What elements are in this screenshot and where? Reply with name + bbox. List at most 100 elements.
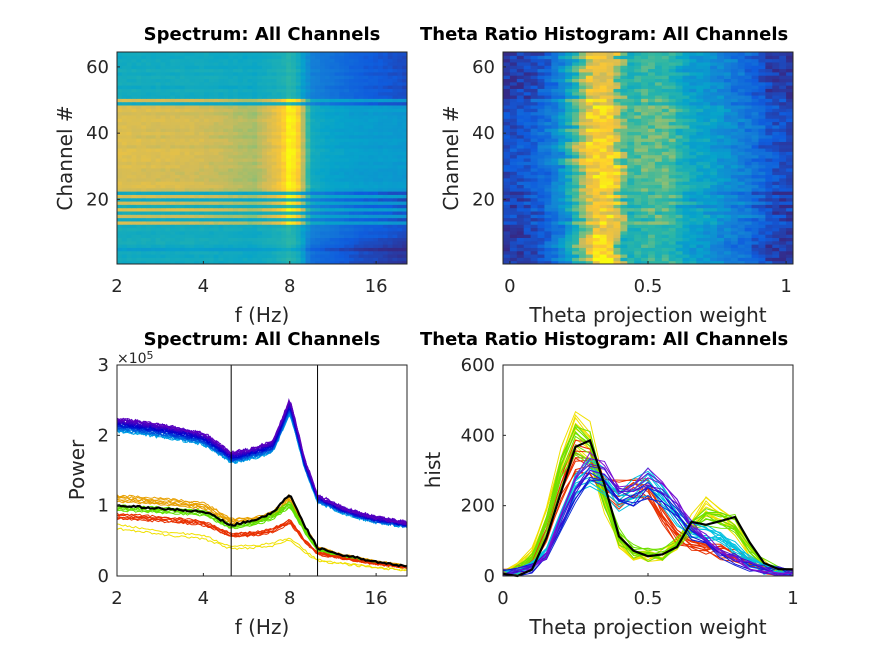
heatmap-cell [271,187,277,192]
heatmap-cell [592,250,601,255]
heatmap-cell [358,52,364,56]
heatmap-cell [295,204,302,209]
heatmap-cell [606,191,614,195]
heatmap-cell [228,244,234,248]
heatmap-cell [291,144,297,149]
heatmap-cell [344,114,350,119]
heatmap-cell [310,257,316,262]
heatmap-cell [223,158,229,162]
heatmap-cell [320,58,326,63]
heatmap-cell [779,234,787,238]
heatmap-cell [641,250,649,255]
heatmap-cell [392,144,398,149]
heatmap-cell [551,174,559,179]
heatmap-cell [300,85,306,89]
heatmap-cell [179,98,186,103]
heatmap-cell [353,214,360,219]
heatmap-cell [315,158,321,162]
heatmap-cell [165,55,171,60]
heatmap-cell [503,211,511,215]
heatmap-cell [233,144,239,149]
heatmap-cell [179,144,186,149]
heatmap-cell [310,191,316,195]
heatmap-cell [397,108,403,113]
heatmap-cell [509,201,518,205]
heatmap-cell [509,240,518,245]
heatmap-cell [262,217,268,222]
heatmap-cell [315,58,321,63]
heatmap-cell [397,138,403,142]
heatmap-cell [349,65,355,70]
heatmap-cell [779,250,787,255]
heatmap-cell [565,254,573,258]
heatmap-cell [237,105,244,109]
heatmap-cell [648,214,656,219]
heatmap-cell [329,250,335,255]
heatmap-cell [613,184,621,189]
heatmap-cell [305,244,311,248]
heatmap-cell [150,78,157,83]
heatmap-cell [175,91,181,96]
heatmap-cell [247,177,253,182]
heatmap-cell [218,207,224,212]
heatmap-cell [121,128,128,132]
heatmap-cell [194,237,200,242]
heatmap-cell [126,220,132,225]
heatmap-cell [592,197,601,202]
heatmap-cell [271,95,277,99]
heatmap-cell [295,161,302,166]
heatmap-cell [516,187,525,192]
heatmap-cell [131,71,137,76]
heatmap-cell [324,85,331,89]
heatmap-cell [349,85,355,89]
heatmap-cell [223,118,229,123]
heatmap-cell [558,240,566,245]
heatmap-cell [155,174,161,179]
heatmap-cell [353,81,360,86]
heatmap-cell [247,257,253,262]
heatmap-cell [223,207,229,212]
heatmap-cell [155,191,161,195]
heatmap-cell [271,230,277,235]
heatmap-cell [170,68,176,73]
heatmap-cell [208,187,215,192]
heatmap-cell [329,254,335,258]
heatmap-cell [233,240,239,245]
heatmap-cell [237,191,244,195]
heatmap-cell [281,108,287,113]
heatmap-cell [516,214,525,219]
heatmap-cell [189,114,195,119]
heatmap-cell [641,220,649,225]
heatmap-cell [397,78,403,83]
heatmap-cell [213,68,219,73]
heatmap-cell [310,260,316,265]
heatmap-cell [213,257,219,262]
heatmap-cell [363,131,369,136]
heatmap-cell [620,224,628,229]
heatmap-cell [392,187,398,192]
heatmap-cell [300,201,306,205]
heatmap-cell [237,121,244,126]
heatmap-cell [117,174,123,179]
heatmap-cell [353,240,360,245]
heatmap-cell [324,52,331,56]
heatmap-cell [689,224,697,229]
heatmap-cell [117,191,123,195]
heatmap-cell [233,207,239,212]
heatmap-cell [654,244,663,248]
heatmap-cell [141,250,147,255]
heatmap-cell [160,134,166,139]
heatmap-cell [199,174,205,179]
heatmap-cell [223,131,229,136]
heatmap-cell [392,118,398,123]
heatmap-cell [155,65,161,70]
heatmap-cell [315,68,321,73]
heatmap-cell [295,217,302,222]
heatmap-cell [373,250,379,255]
heatmap-cell [213,55,219,60]
heatmap-cell [509,237,518,242]
heatmap-cell [194,254,200,258]
heatmap-cell [281,211,287,215]
heatmap-cell [324,148,331,152]
heatmap-cell [179,91,186,96]
